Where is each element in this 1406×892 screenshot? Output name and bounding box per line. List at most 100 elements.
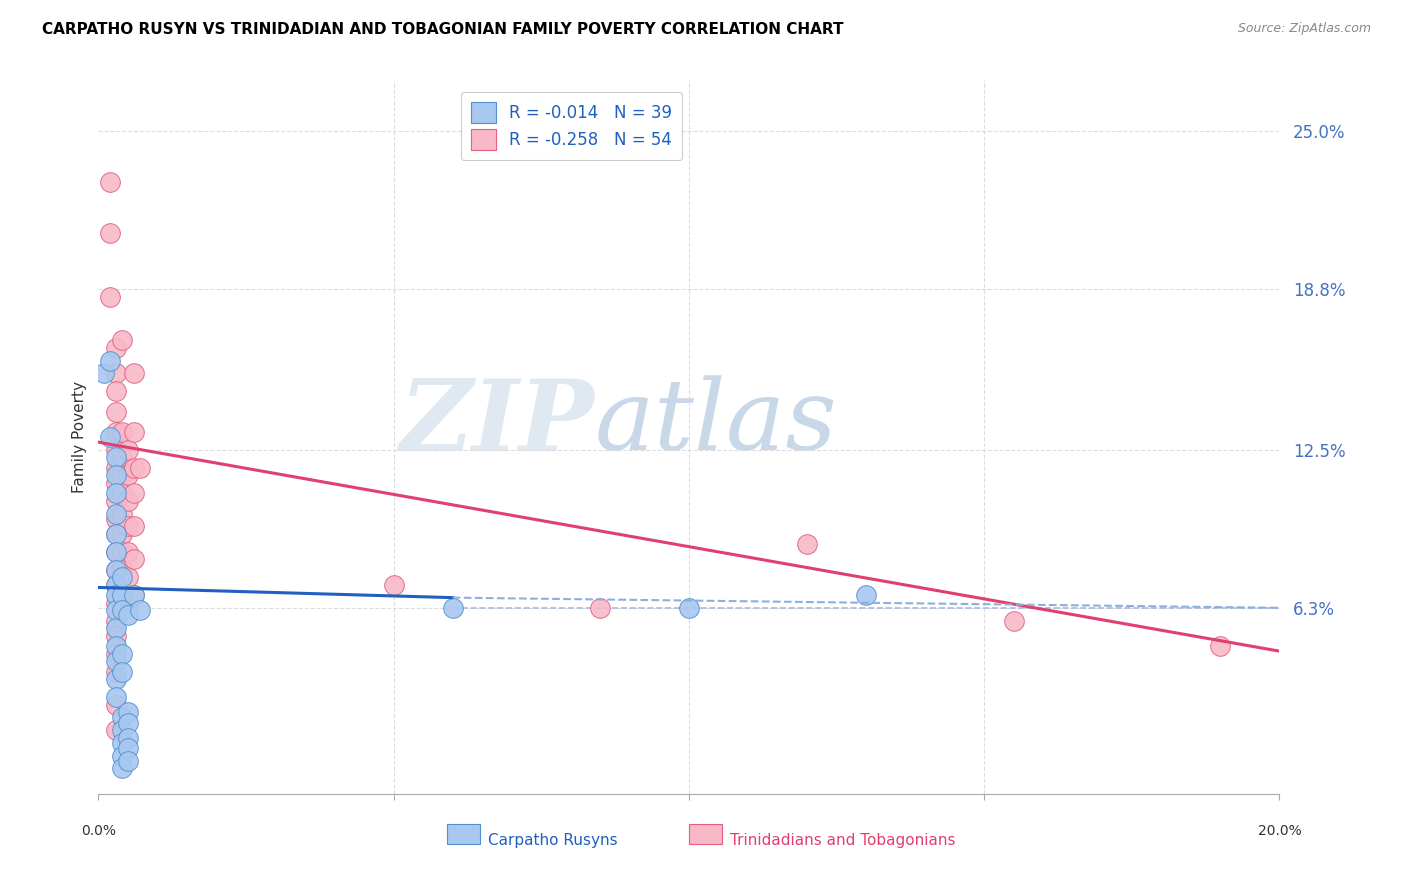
Point	[589, 600, 612, 615]
Point	[111, 450, 134, 465]
Point	[117, 596, 139, 610]
Point	[105, 450, 128, 465]
Point	[111, 736, 134, 750]
Point	[117, 741, 139, 756]
Point	[111, 563, 134, 577]
Bar	[447, 824, 479, 844]
Point	[382, 578, 405, 592]
Point	[122, 460, 145, 475]
Legend: R = -0.014   N = 39, R = -0.258   N = 54: R = -0.014 N = 39, R = -0.258 N = 54	[461, 92, 682, 160]
Point	[441, 600, 464, 615]
Point	[105, 486, 128, 500]
Point	[105, 647, 128, 661]
Point	[122, 519, 145, 533]
Point	[111, 507, 134, 521]
Point	[111, 527, 134, 541]
Text: ZIP: ZIP	[399, 375, 595, 471]
Point	[98, 353, 121, 368]
Point	[98, 290, 121, 304]
Point	[122, 367, 145, 381]
Point	[117, 608, 139, 623]
Point	[117, 468, 139, 483]
Point	[117, 731, 139, 745]
Bar	[689, 824, 723, 844]
Point	[105, 672, 128, 686]
Text: Carpatho Rusyns: Carpatho Rusyns	[488, 833, 617, 847]
Point	[105, 563, 128, 577]
Point	[98, 226, 121, 240]
Text: Source: ZipAtlas.com: Source: ZipAtlas.com	[1237, 22, 1371, 36]
Y-axis label: Family Poverty: Family Poverty	[72, 381, 87, 493]
Point	[98, 175, 121, 189]
Point	[111, 603, 134, 617]
Text: atlas: atlas	[595, 376, 837, 470]
Point	[1002, 614, 1025, 628]
Point	[105, 621, 128, 635]
Text: CARPATHO RUSYN VS TRINIDADIAN AND TOBAGONIAN FAMILY POVERTY CORRELATION CHART: CARPATHO RUSYN VS TRINIDADIAN AND TOBAGO…	[42, 22, 844, 37]
Point	[122, 588, 145, 602]
Point	[117, 545, 139, 559]
Point	[111, 588, 134, 602]
Point	[117, 519, 139, 533]
Point	[105, 690, 128, 704]
Point	[105, 639, 128, 653]
Point	[105, 460, 128, 475]
Point	[111, 486, 134, 500]
Point	[105, 545, 128, 559]
Point	[117, 706, 139, 720]
Point	[111, 665, 134, 679]
Point	[105, 614, 128, 628]
Point	[105, 507, 128, 521]
Point	[111, 761, 134, 775]
Point	[122, 486, 145, 500]
Point	[105, 425, 128, 439]
Point	[111, 425, 134, 439]
Point	[117, 715, 139, 730]
Point	[105, 698, 128, 712]
Point	[122, 425, 145, 439]
Point	[105, 384, 128, 399]
Point	[105, 442, 128, 457]
Point	[111, 468, 134, 483]
Point	[93, 367, 115, 381]
Point	[128, 603, 150, 617]
Point	[117, 493, 139, 508]
Point	[1209, 639, 1232, 653]
Point	[128, 460, 150, 475]
Point	[117, 442, 139, 457]
Point	[105, 367, 128, 381]
Point	[111, 748, 134, 763]
Point	[105, 665, 128, 679]
Point	[105, 603, 128, 617]
Point	[105, 629, 128, 643]
Point	[105, 404, 128, 418]
Point	[105, 578, 128, 592]
Point	[105, 511, 128, 525]
Point	[111, 588, 134, 602]
Point	[122, 588, 145, 602]
Point	[98, 430, 121, 444]
Point	[105, 527, 128, 541]
Point	[111, 333, 134, 347]
Text: 0.0%: 0.0%	[82, 824, 115, 838]
Point	[796, 537, 818, 551]
Point	[111, 710, 134, 724]
Point	[105, 527, 128, 541]
Point	[105, 654, 128, 668]
Point	[117, 754, 139, 768]
Point	[117, 570, 139, 584]
Point	[111, 545, 134, 559]
Point	[105, 723, 128, 738]
Point	[122, 552, 145, 566]
Point	[105, 545, 128, 559]
Point	[111, 723, 134, 738]
Point	[105, 596, 128, 610]
Text: 20.0%: 20.0%	[1257, 824, 1302, 838]
Point	[105, 563, 128, 577]
Point	[111, 647, 134, 661]
Point	[105, 468, 128, 483]
Point	[105, 493, 128, 508]
Point	[105, 578, 128, 592]
Point	[105, 475, 128, 490]
Point	[105, 341, 128, 355]
